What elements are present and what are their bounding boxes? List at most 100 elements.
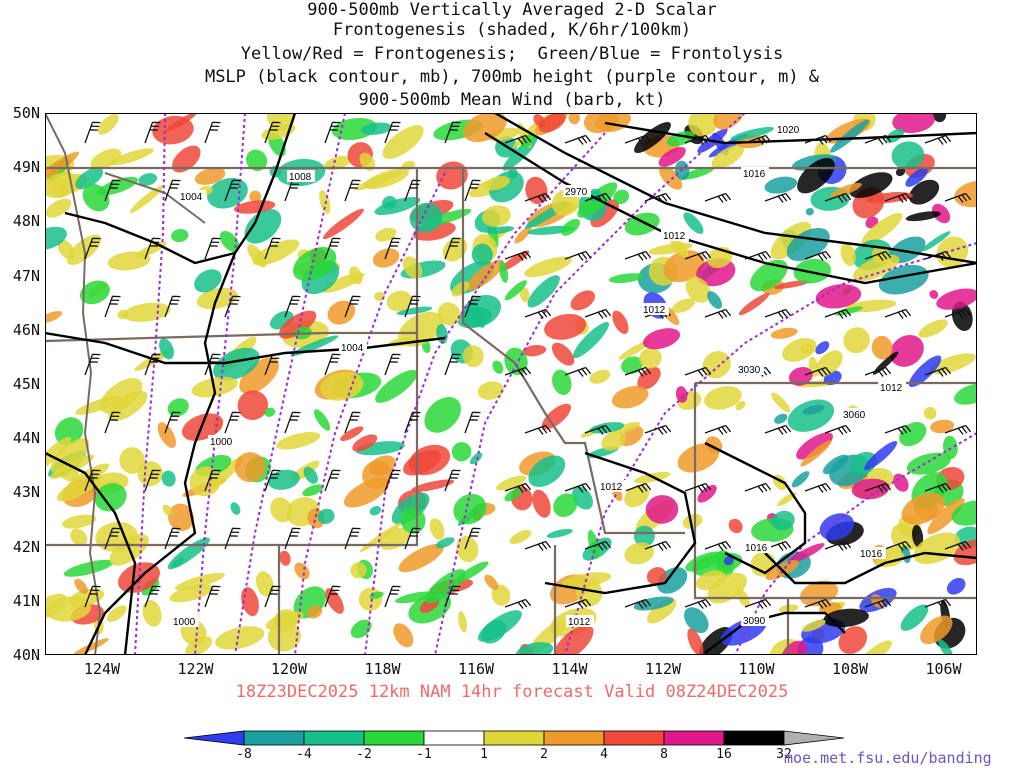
wind-barb (704, 424, 732, 435)
shade-blob (912, 524, 924, 548)
wind-barb (464, 295, 481, 318)
wind-barb (924, 250, 952, 261)
wind-barb (824, 540, 852, 551)
shade-blob (317, 508, 335, 525)
shade-blob (713, 113, 745, 130)
shade-blob (728, 518, 743, 534)
shade-blob (514, 226, 532, 244)
wind-barb (884, 424, 912, 435)
shade-blob (61, 514, 97, 529)
wind-barb (884, 308, 912, 319)
shade-blob (618, 340, 652, 360)
shade-blob (234, 452, 266, 483)
shade-blob (519, 287, 530, 303)
shade-blob (255, 571, 274, 597)
shade-blob (723, 556, 734, 566)
shade-blob (477, 381, 504, 400)
lat-label: 47N (12, 266, 40, 285)
shade-blob (773, 280, 810, 289)
wind-barb (164, 179, 181, 202)
wind-barb (924, 366, 952, 377)
lon-label: 116W (457, 660, 495, 678)
shade-blob (633, 596, 674, 611)
shade-blob (119, 447, 146, 474)
shade-blob (696, 570, 726, 591)
lon-label: 124W (83, 660, 121, 678)
shade-blob (840, 242, 856, 267)
wind-barb (704, 192, 732, 203)
credit-link[interactable]: moe.met.fsu.edu/banding (784, 749, 992, 767)
shade-blob (771, 392, 791, 413)
shade-blob (786, 543, 825, 564)
shade-blob (805, 207, 814, 216)
shade-blob (646, 567, 667, 585)
wind-barb (804, 482, 832, 493)
shade-blob (822, 454, 849, 475)
shade-blob (306, 605, 323, 619)
shade-blob (892, 473, 909, 492)
wind-barb (624, 134, 652, 145)
wind-barb (324, 469, 341, 492)
shade-blob (107, 251, 151, 271)
wind-barb (644, 424, 672, 435)
shade-blob (375, 369, 418, 403)
wind-barb (324, 353, 341, 376)
height-label: 3030 (738, 365, 761, 376)
shade-blob (481, 620, 507, 644)
lon-label: 110W (738, 660, 775, 678)
wind-barb (744, 250, 772, 261)
shade-blob (393, 623, 414, 648)
shade-blob (45, 596, 92, 622)
colorbar-label: -8 (236, 747, 252, 762)
wind-barb (84, 121, 101, 144)
wind-barb (104, 411, 121, 434)
shade-blob (314, 409, 331, 431)
shade-blob (929, 290, 939, 299)
shade-blob (677, 443, 720, 473)
wind-barb (504, 134, 532, 145)
wind-barb (864, 482, 892, 493)
shade-blob (395, 591, 434, 604)
shade-blob (923, 406, 937, 420)
shade-blob (675, 386, 688, 403)
shade-blob (905, 167, 928, 187)
shade-blob (659, 165, 683, 190)
shade-blob (861, 212, 903, 246)
shade-blob (791, 471, 810, 488)
wind-barb (144, 237, 161, 260)
wind-barb (104, 295, 121, 318)
colorbar-segment (303, 730, 365, 746)
shade-blob (168, 503, 194, 531)
lon-label: 106W (925, 660, 962, 678)
wind-barb (404, 179, 421, 202)
lat-label: 43N (12, 483, 40, 502)
wind-barb (764, 424, 792, 435)
wind-barb (404, 527, 421, 550)
shade-blob (97, 113, 119, 135)
wind-barb (324, 237, 341, 260)
shade-blob (524, 256, 572, 278)
wind-barbs (84, 121, 972, 609)
shade-blob (697, 484, 717, 503)
mslp-label: 1012 (663, 231, 686, 242)
shade-blob (525, 176, 548, 205)
wind-barb (204, 469, 221, 492)
shade-blob (491, 584, 511, 606)
wind-barb (204, 237, 221, 260)
wind-barb (924, 598, 952, 609)
shade-blob (429, 518, 445, 540)
shade-blob (350, 619, 372, 639)
wind-barb (824, 192, 852, 203)
wind-barb (944, 192, 972, 203)
wind-barb (464, 179, 481, 202)
shade-blob (515, 642, 554, 655)
shade-blob (75, 167, 104, 190)
shade-blob (451, 281, 470, 297)
shade-blob (354, 170, 403, 191)
shade-blob (276, 431, 321, 450)
shade-blob (350, 562, 367, 579)
shade-blob (90, 148, 122, 170)
wind-barb (84, 353, 101, 376)
wind-barb (344, 411, 361, 434)
shade-blob (684, 607, 709, 633)
